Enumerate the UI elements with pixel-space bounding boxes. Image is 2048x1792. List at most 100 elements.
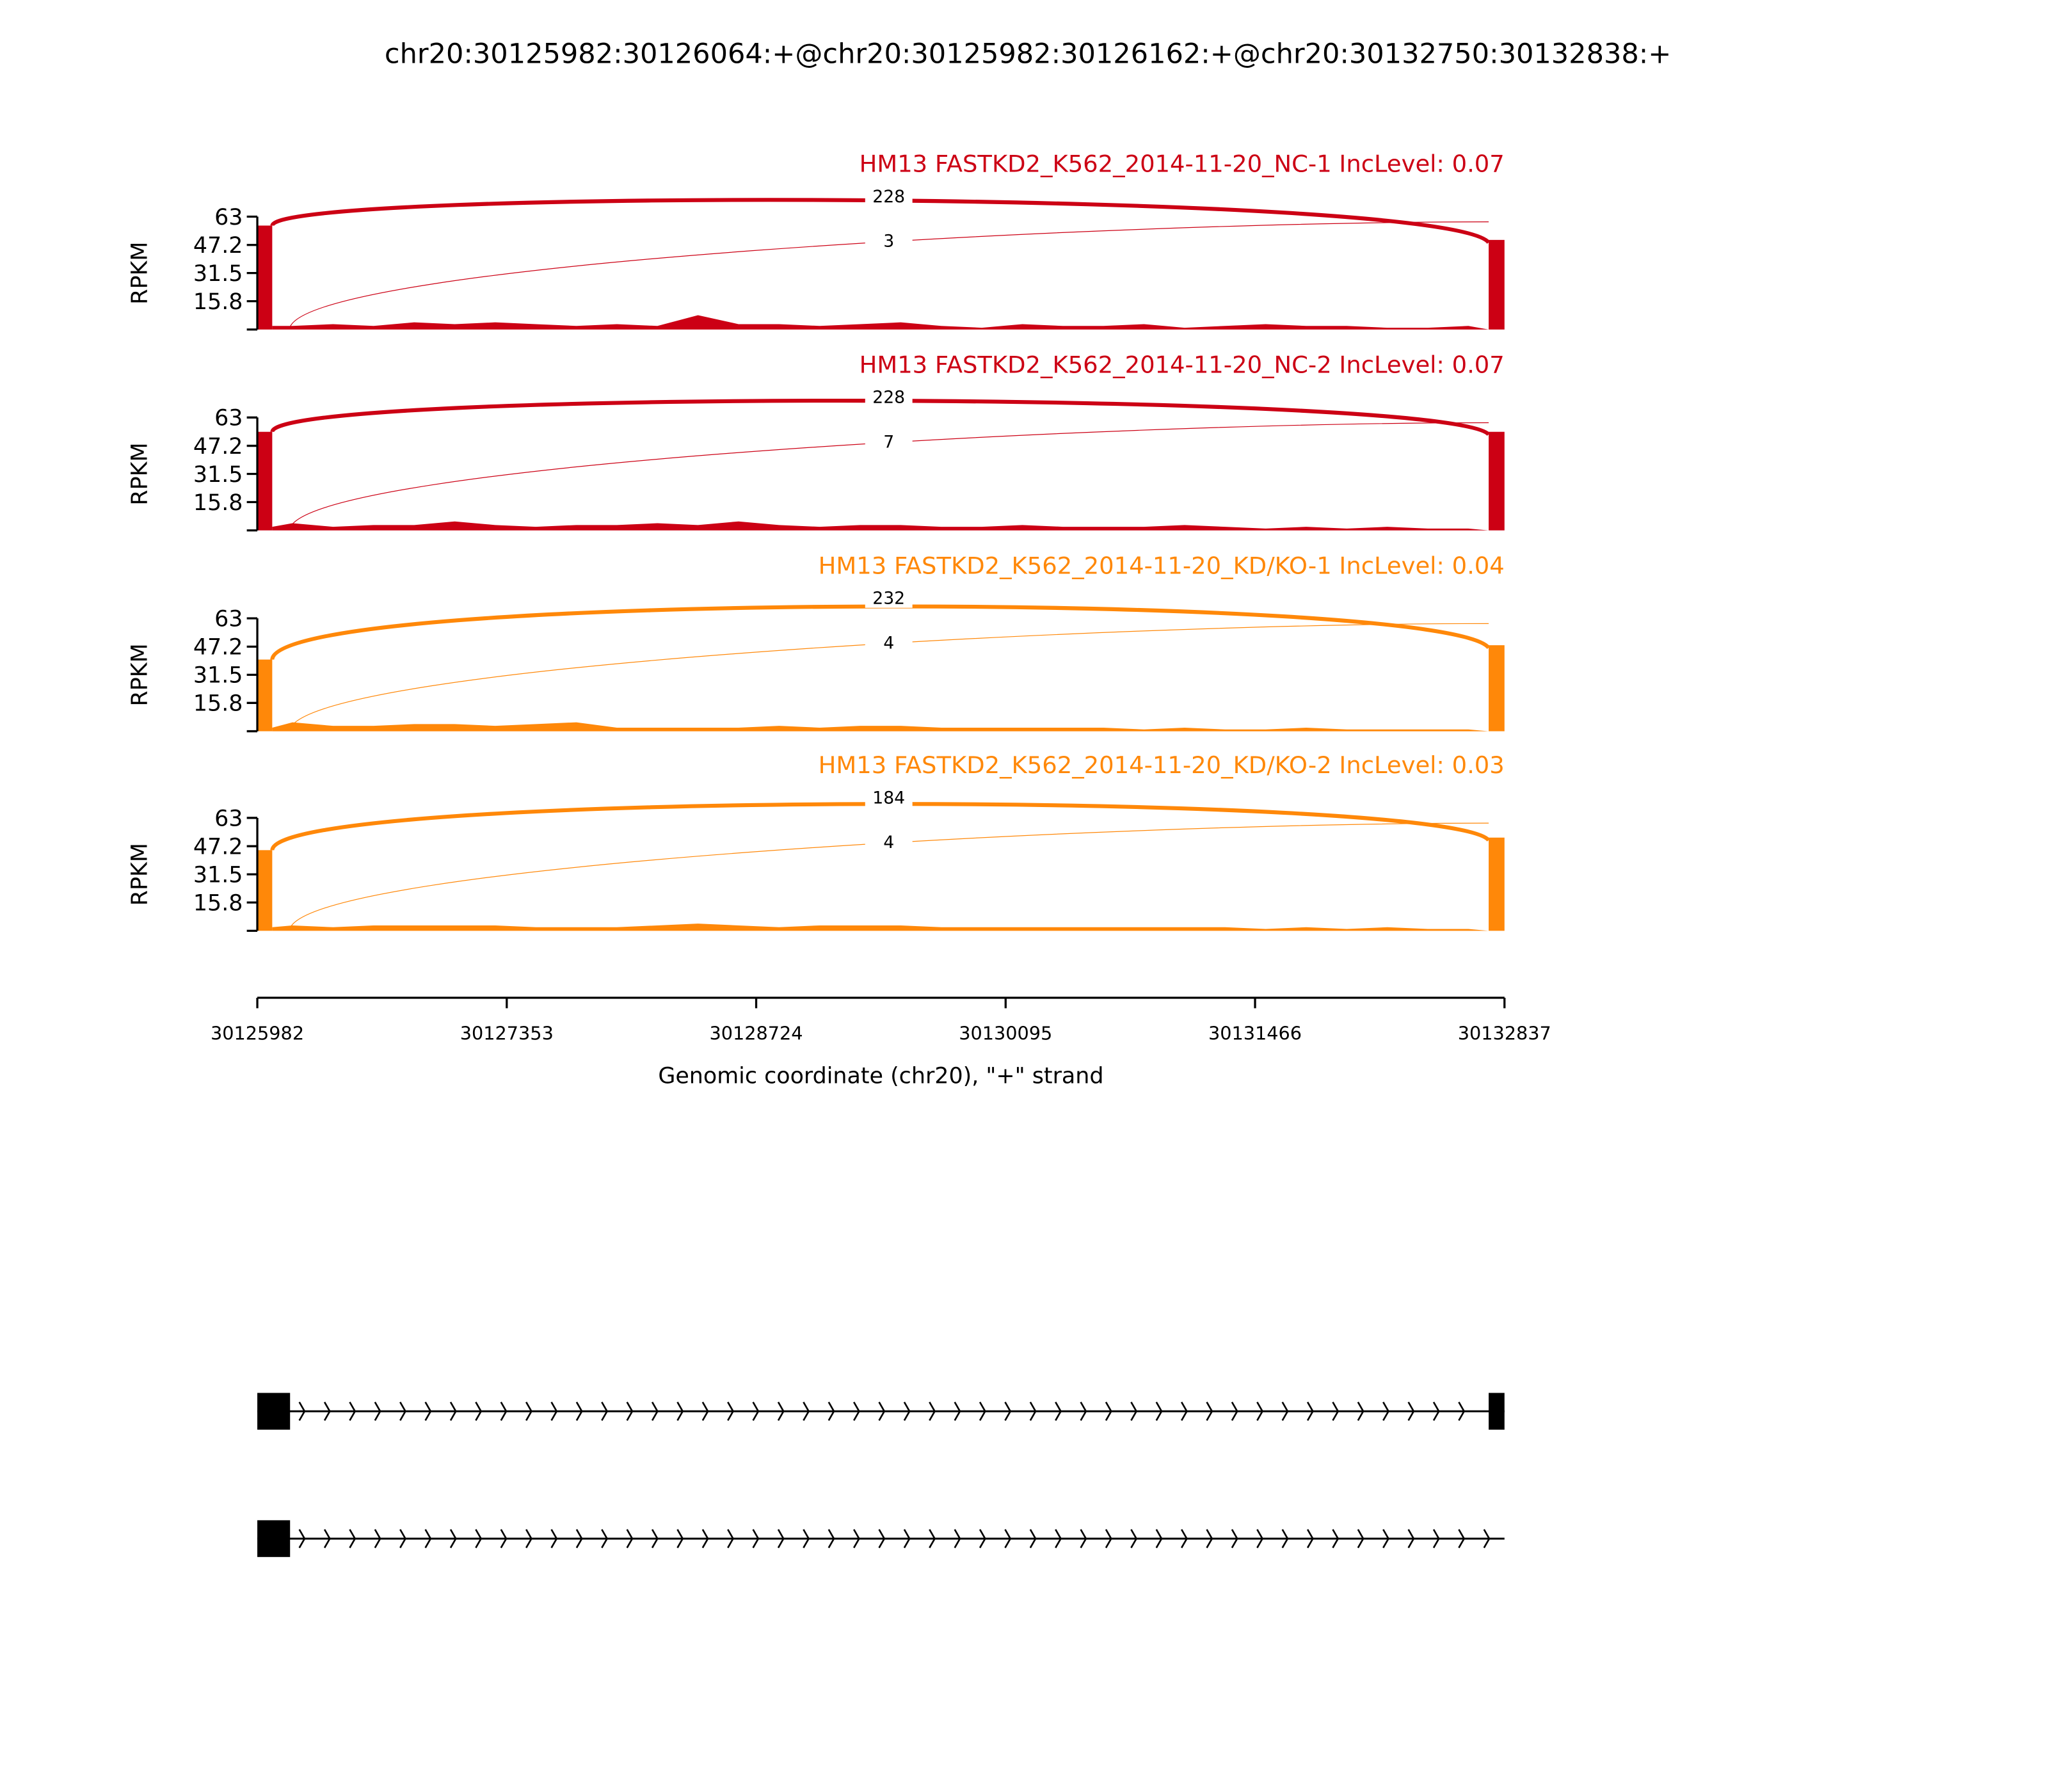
- strand-arrow-icon: [676, 1529, 684, 1549]
- strand-arrow-icon: [1029, 1529, 1037, 1549]
- strand-arrow-icon: [1180, 1529, 1188, 1549]
- strand-arrow-icon: [626, 1402, 634, 1421]
- strand-arrow-icon: [701, 1529, 709, 1549]
- sample-label: HM13 FASTKD2_K562_2014-11-20_NC-1 IncLev…: [860, 150, 1505, 178]
- exon-block: [1489, 1393, 1505, 1430]
- strand-arrow-icon: [399, 1402, 406, 1421]
- sample-label: HM13 FASTKD2_K562_2014-11-20_NC-2 IncLev…: [860, 351, 1505, 379]
- strand-arrow-icon: [1155, 1529, 1163, 1549]
- strand-arrow-icon: [727, 1402, 734, 1421]
- strand-arrow-icon: [399, 1529, 406, 1549]
- strand-arrow-icon: [1080, 1529, 1087, 1549]
- y-tick-label: 47.2: [193, 434, 243, 460]
- y-tick-label: 15.8: [193, 490, 243, 516]
- strand-arrow-icon: [1055, 1402, 1062, 1421]
- strand-arrow-icon: [298, 1529, 306, 1549]
- junction-label-bg: [865, 589, 913, 608]
- x-axis-label: Genomic coordinate (chr20), "+" strand: [658, 1063, 1103, 1089]
- y-axis-label: RPKM: [127, 643, 153, 706]
- strand-arrow-icon: [727, 1529, 734, 1549]
- junction-count: 7: [883, 432, 894, 452]
- chart-title: chr20:30125982:30126064:+@chr20:30125982…: [385, 38, 1671, 70]
- junction-count: 3: [883, 232, 894, 252]
- sample-label: HM13 FASTKD2_K562_2014-11-20_KD/KO-2 Inc…: [819, 751, 1505, 779]
- strand-arrow-icon: [1432, 1529, 1440, 1549]
- y-axis-label: RPKM: [127, 442, 153, 505]
- strand-arrow-icon: [1256, 1529, 1264, 1549]
- intron-coverage: [272, 722, 1489, 732]
- strand-arrow-icon: [828, 1402, 835, 1421]
- junction-count: 184: [872, 788, 905, 808]
- strand-arrow-icon: [1332, 1402, 1340, 1421]
- strand-arrow-icon: [1029, 1402, 1037, 1421]
- strand-arrow-icon: [298, 1402, 306, 1421]
- strand-arrow-icon: [1206, 1529, 1213, 1549]
- strand-arrow-icon: [1206, 1402, 1213, 1421]
- exon3-coverage: [1489, 431, 1505, 531]
- junction-label-bg: [865, 433, 913, 452]
- strand-arrow-icon: [1256, 1402, 1264, 1421]
- junction-arc-inclusion: [289, 422, 1489, 528]
- strand-arrow-icon: [1130, 1529, 1138, 1549]
- strand-arrow-icon: [1332, 1529, 1340, 1549]
- y-axis-label: RPKM: [127, 843, 153, 906]
- y-tick-label: 15.8: [193, 691, 243, 717]
- exon1-coverage: [257, 659, 273, 732]
- strand-arrow-icon: [575, 1529, 583, 1549]
- strand-arrow-icon: [954, 1402, 961, 1421]
- exon3-coverage: [1489, 837, 1505, 931]
- strand-arrow-icon: [1281, 1402, 1289, 1421]
- strand-arrow-icon: [1306, 1402, 1314, 1421]
- strand-arrow-icon: [1130, 1402, 1138, 1421]
- strand-arrow-icon: [475, 1402, 483, 1421]
- strand-arrow-icon: [525, 1402, 532, 1421]
- strand-arrow-icon: [929, 1402, 936, 1421]
- strand-arrow-icon: [777, 1529, 785, 1549]
- strand-arrow-icon: [500, 1529, 508, 1549]
- strand-arrow-icon: [575, 1402, 583, 1421]
- junction-label-bg: [865, 788, 913, 808]
- junction-count: 4: [883, 633, 894, 653]
- intron-coverage: [272, 521, 1489, 531]
- strand-arrow-icon: [449, 1529, 457, 1549]
- strand-arrow-icon: [828, 1529, 835, 1549]
- strand-arrow-icon: [1105, 1402, 1112, 1421]
- strand-arrow-icon: [651, 1402, 659, 1421]
- exon1-coverage: [257, 225, 273, 330]
- y-tick-label: 47.2: [193, 635, 243, 660]
- strand-arrow-icon: [1306, 1529, 1314, 1549]
- junction-arc-inclusion: [289, 221, 1489, 328]
- junction-label-bg: [865, 188, 913, 207]
- strand-arrow-icon: [500, 1402, 508, 1421]
- strand-arrow-icon: [651, 1529, 659, 1549]
- strand-arrow-icon: [1080, 1402, 1087, 1421]
- junction-arc-inclusion: [289, 822, 1489, 929]
- strand-arrow-icon: [424, 1402, 432, 1421]
- x-axis: 30125982 30127353 30128724 30130095 30131466…: [211, 996, 1551, 1044]
- strand-arrow-icon: [601, 1402, 609, 1421]
- strand-arrow-icon: [601, 1529, 609, 1549]
- strand-arrow-icon: [1055, 1529, 1062, 1549]
- gene-model-1: [257, 1393, 1505, 1430]
- junction-arc-inclusion: [289, 623, 1489, 729]
- strand-arrow-icon: [1407, 1402, 1415, 1421]
- junction-count: 228: [872, 388, 905, 408]
- strand-arrow-icon: [852, 1402, 860, 1421]
- strand-arrow-icon: [1231, 1529, 1238, 1549]
- strand-arrow-icon: [954, 1529, 961, 1549]
- y-tick-label: 31.5: [193, 663, 243, 689]
- strand-arrow-icon: [979, 1529, 986, 1549]
- y-tick-label: 15.8: [193, 890, 243, 916]
- strand-arrow-icon: [701, 1402, 709, 1421]
- junction-count: 4: [883, 833, 894, 852]
- exon3-coverage: [1489, 239, 1505, 330]
- strand-arrow-icon: [1105, 1529, 1112, 1549]
- strand-arrow-icon: [449, 1402, 457, 1421]
- exon1-coverage: [257, 431, 273, 531]
- strand-arrow-icon: [1483, 1529, 1491, 1549]
- strand-arrow-icon: [803, 1402, 810, 1421]
- strand-arrow-icon: [903, 1529, 911, 1549]
- exon3-coverage: [1489, 645, 1505, 732]
- strand-arrow-icon: [676, 1402, 684, 1421]
- x-tick-label: 30131466: [1208, 1023, 1302, 1044]
